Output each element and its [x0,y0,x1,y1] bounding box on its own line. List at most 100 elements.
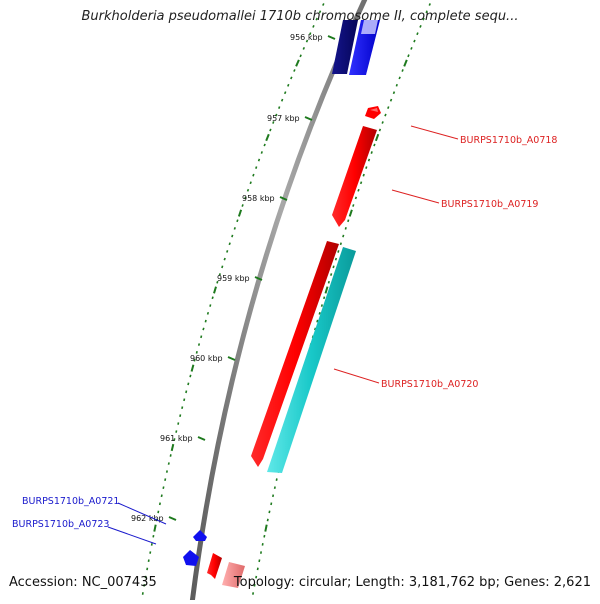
outer-ring-tick [429,3,430,5]
inner-ring-tick [170,454,171,456]
outer-ring-tick [369,159,370,161]
outer-ring-tick [388,107,389,109]
outer-ring-tick [402,69,403,71]
outer-ring-tick [353,204,354,206]
outer-ring-tick [258,568,259,570]
outer-ring-tick [331,273,332,275]
gene-label-a0723[interactable]: BURPS1710b_A0723 [12,519,109,530]
inner-ring-tick [296,60,299,66]
inner-ring-tick [250,182,251,184]
outer-ring-tick [324,297,325,299]
map-title: Burkholderia pseudomallei 1710b chromoso… [0,9,600,24]
inner-ring-tick [184,399,185,401]
inner-ring-tick [161,495,162,497]
inner-ring-tick [282,99,283,101]
kbp-tick-label: 957 kbp [267,114,300,123]
gene-callout-lines [108,126,458,544]
inner-ring-tick [203,328,204,330]
inner-ring-tick [212,297,213,299]
outer-ring-tick [420,25,421,27]
inner-ring-tick [201,336,202,338]
outer-ring-tick [376,134,378,141]
gene-label-a0718[interactable]: BURPS1710b_A0718 [460,135,557,146]
outer-ring-tick [363,174,364,176]
kbp-tick-label: 961 kbp [160,434,193,443]
inner-ring-tick [180,414,181,416]
inner-ring-tick [224,258,225,260]
inner-ring-tick [160,503,161,505]
gene-feature-red-bottom[interactable] [207,553,222,579]
inner-ring-tick [288,84,289,86]
outer-ring-tick [319,312,320,314]
outer-ring-tick [336,258,337,260]
outer-ring-tick [253,592,254,594]
outer-ring-tick [343,235,344,237]
inner-ring-tick [165,478,166,480]
kbp-tick-mark [328,36,335,39]
inner-ring-tick [248,189,249,191]
outer-ring-tick [333,266,334,268]
outer-ring-tick [338,250,339,252]
outer-ring-tick [341,243,342,245]
inner-ring-tick [261,151,262,153]
inner-ring-tick [210,304,211,306]
inner-ring-tick [229,243,230,245]
inner-ring-tick [266,134,269,141]
outer-ring-tick [345,227,346,229]
inner-ring-tick [232,235,233,237]
outer-ring-tick [265,525,266,532]
outer-ring-tick [374,144,375,146]
inner-ring-tick [253,174,254,176]
outer-ring-tick [361,182,362,184]
inner-ring-tick [264,144,265,146]
kbp-tick-label: 958 kbp [242,194,275,203]
gene-feature-a0721[interactable] [193,530,207,541]
inner-ring-tick [208,312,209,314]
inner-ring-tick [234,227,235,229]
outer-ring-tick [348,220,349,222]
inner-ring-tick [163,487,164,489]
outer-ring-tick [326,287,328,294]
gene-feature-a0718[interactable] [365,106,381,119]
inner-ring-tick [294,69,295,71]
outer-ring-tick [271,503,272,505]
outer-ring-tick [350,210,352,217]
outer-ring-tick [276,478,277,480]
accession-text: Accession: NC_007435 [9,575,157,590]
outer-ring-tick [275,487,276,489]
inner-ring-tick [237,220,238,222]
inner-ring-tick [239,210,241,217]
inner-ring-tick [313,25,314,27]
inner-ring-tick [205,320,206,322]
inner-ring-tick [222,266,223,268]
outer-ring-tick [408,55,409,57]
inner-ring-tick [259,159,260,161]
gene-label-a0721[interactable]: BURPS1710b_A0721 [22,496,119,507]
gene-label-a0720[interactable]: BURPS1710b_A0720 [381,379,478,390]
inner-tick-ring [140,0,332,600]
outer-ring-tick [358,189,359,191]
outer-ring-tick [385,114,386,116]
inner-ring-tick [270,129,271,131]
inner-ring-tick [291,77,292,79]
inner-ring-tick [279,107,280,109]
inner-ring-tick [190,375,191,377]
outer-ring-tick [371,151,372,153]
chromosome-backbone [190,0,374,600]
gene-feature-a0719[interactable] [332,126,377,227]
outer-ring-tick [380,129,381,131]
kbp-tick-mark [305,117,312,120]
outer-ring-tick [269,511,270,513]
inner-ring-tick [182,407,183,409]
inner-ring-tick [176,430,177,432]
gene-feature-cyan[interactable] [267,247,356,473]
inner-ring-tick [186,391,187,393]
gene-label-a0719[interactable]: BURPS1710b_A0719 [441,199,538,210]
inner-ring-tick [256,167,257,169]
inner-ring-tick [178,422,179,424]
outer-ring-tick [356,197,357,199]
outer-ring-tick [399,77,400,79]
